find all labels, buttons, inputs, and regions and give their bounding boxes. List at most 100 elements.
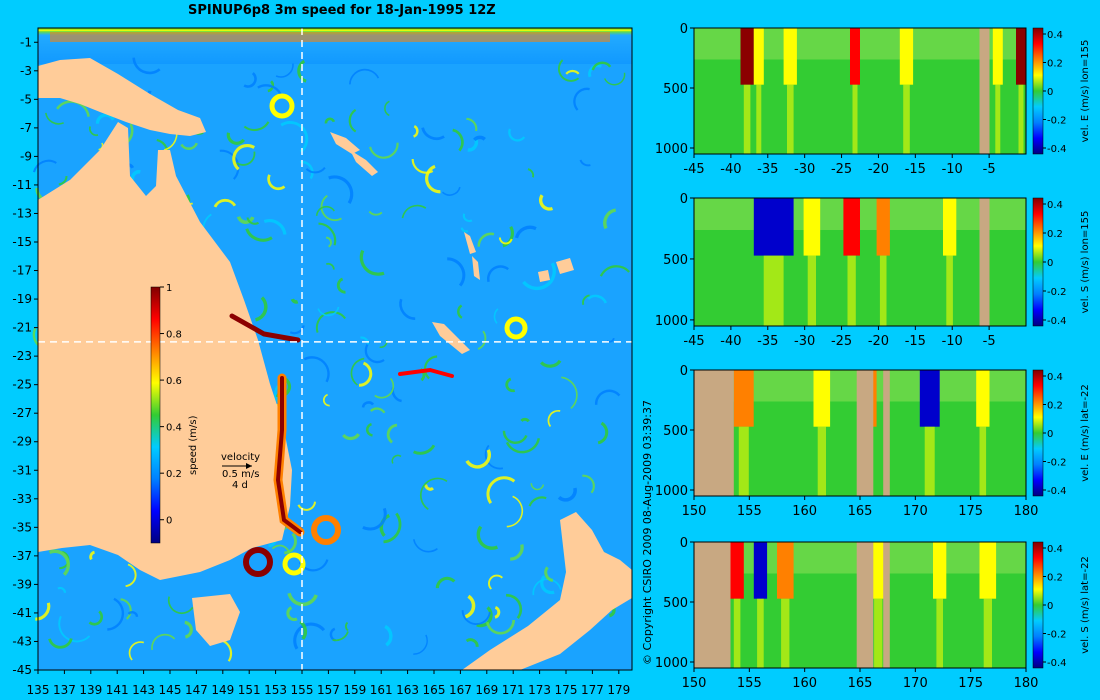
section-velocity-streak [753, 28, 764, 85]
section-x-tick-label: -25 [831, 334, 852, 349]
section-velocity-streak [730, 542, 744, 599]
map-y-tick-label: -3 [20, 64, 32, 78]
map-x-tick-label: 135 [27, 683, 50, 697]
section-velocity-streak [1016, 28, 1026, 85]
section-colorbar-tick-label: 0.2 [1047, 573, 1063, 584]
section-velocity-streak [992, 28, 1003, 85]
section-velocity-streak-deep [847, 255, 856, 326]
map-x-tick-label: 165 [423, 683, 446, 697]
map-y-tick-label: -25 [12, 378, 32, 392]
section-x-tick-label: 160 [792, 676, 817, 691]
section-x-tick-label: 165 [848, 504, 873, 519]
section-colorbar-tick-label: -0.4 [1047, 658, 1067, 669]
map-y-tick-label: -35 [12, 520, 32, 534]
section-1-panel: -45 -40 -35 -30 -25 -20 -15 -10 -5 0 500 1000 0.4 0.2… [655, 22, 1091, 177]
map-panel: 135 137 139 141 143 145 147 149 151 153 155 157 159 1… [12, 27, 633, 697]
section-y-tick-label: 500 [663, 424, 688, 439]
map-x-tick-label: 145 [159, 683, 182, 697]
section-colorbar-tick-label: -0.2 [1047, 630, 1067, 641]
cape-york-land [38, 180, 90, 250]
section-velocity-streak-deep [756, 84, 762, 154]
velocity-legend-speed: 0.5 m/s [222, 469, 259, 480]
speed-colorbar-tick-label: 0.6 [166, 376, 182, 387]
section-x-tick-label: -45 [683, 334, 704, 349]
map-y-tick-label: -17 [12, 264, 32, 278]
map-x-tick-label: 139 [79, 683, 102, 697]
section-velocity-streak-deep [743, 84, 751, 154]
vanuatu-land [464, 232, 480, 280]
section-4-panel: 150 155 160 165 170 175 180 0 500 1000 0.4 0.2 0 -0.2… [655, 536, 1091, 691]
section-x-tick-label: 150 [682, 504, 707, 519]
section-colorbar-tick-label: 0 [1047, 87, 1053, 98]
section-x-tick-label: -5 [983, 334, 996, 349]
map-x-tick-label: 171 [502, 683, 525, 697]
section-colorbar-tick-label: 0.4 [1047, 544, 1063, 555]
east-australian-current-core [275, 376, 302, 534]
section-colorbar-label: vel. S (m/s) lon=155 [1080, 211, 1091, 314]
new-zealand-land [462, 512, 632, 670]
coral-sea-jet [398, 367, 454, 378]
section-x-tick-label: 155 [737, 676, 762, 691]
speed-colorbar-scale [150, 286, 161, 544]
warm-eddy [243, 547, 273, 577]
section-velocity-streak [933, 542, 947, 599]
figure-title: SPINUP6p8 3m speed for 18-Jan-1995 12Z [188, 3, 496, 18]
map-x-tick-label: 169 [475, 683, 498, 697]
section-x-tick-label: -10 [942, 334, 963, 349]
map-y-tick-label: -5 [20, 92, 32, 106]
section-x-tick-label: -40 [720, 162, 741, 177]
section-y-tick-label: 0 [680, 536, 688, 551]
section-colorbar [1032, 197, 1044, 327]
section-colorbar-tick-label: 0 [1047, 601, 1053, 612]
section-velocity-streak-deep [757, 598, 764, 668]
section-colorbar [1032, 541, 1044, 669]
map-y-tick-label: -31 [12, 463, 32, 477]
section-x-tick-label: -10 [942, 162, 963, 177]
section-colorbar-tick-label: -0.2 [1047, 287, 1067, 298]
speed-colorbar-tick-label: 1 [166, 283, 172, 294]
section-x-tick-label: -30 [794, 334, 815, 349]
section-colorbar-tick-label: 0.4 [1047, 30, 1063, 41]
section-velocity-streak [813, 370, 831, 427]
section-x-tick-label: 175 [958, 504, 983, 519]
velocity-legend-duration: 4 d [232, 480, 248, 491]
section-velocity-streak [783, 28, 797, 85]
speed-colorbar-label: speed (m/s) [188, 415, 199, 475]
map-x-tick-label: 143 [132, 683, 155, 697]
map-y-tick-label: -33 [12, 492, 32, 506]
map-y-tick-label: -23 [12, 349, 32, 363]
section-velocity-streak-deep [879, 255, 887, 326]
velocity-legend-title: velocity [221, 452, 260, 463]
section-x-tick-label: -30 [794, 162, 815, 177]
section-land-mask [856, 542, 874, 668]
map-x-tick-label: 141 [106, 683, 129, 697]
new-guinea-land [38, 58, 206, 136]
map-y-tick-label: -41 [12, 606, 32, 620]
section-velocity-streak [919, 370, 940, 427]
section-colorbar-tick-label: -0.2 [1047, 458, 1067, 469]
section-y-tick-label: 1000 [655, 484, 688, 499]
section-y-tick-label: 500 [663, 253, 688, 268]
section-velocity-streak [870, 542, 887, 599]
section-colorbar [1032, 369, 1044, 497]
section-x-tick-label: 165 [848, 676, 873, 691]
section-x-tick-label: -20 [868, 162, 889, 177]
section-velocity-streak-deep [807, 255, 816, 326]
section-colorbar-tick-label: 0 [1047, 429, 1053, 440]
section-colorbar-label: vel. S (m/s) lat=-22 [1080, 556, 1091, 654]
equatorial-current [50, 32, 610, 42]
eddy-2 [282, 552, 306, 576]
section-3-panel: 150 155 160 165 170 175 180 0 500 1000 0.4 0.2 0 -0.2… [655, 364, 1091, 519]
section-y-tick-label: 1000 [655, 656, 688, 671]
section-colorbar-tick-label: -0.2 [1047, 116, 1067, 127]
section-colorbar-tick-label: 0.4 [1047, 372, 1063, 383]
section-x-tick-label: -35 [757, 334, 778, 349]
section-velocity-streak [976, 370, 990, 427]
map-x-tick-label: 167 [449, 683, 472, 697]
map-x-tick-label: 159 [343, 683, 366, 697]
section-velocity-streak [843, 198, 860, 256]
section-x-tick-label: -40 [720, 334, 741, 349]
section-colorbar-tick-label: 0.4 [1047, 200, 1063, 211]
map-x-tick-label: 175 [555, 683, 578, 697]
section-colorbar-tick-label: 0.2 [1047, 59, 1063, 70]
